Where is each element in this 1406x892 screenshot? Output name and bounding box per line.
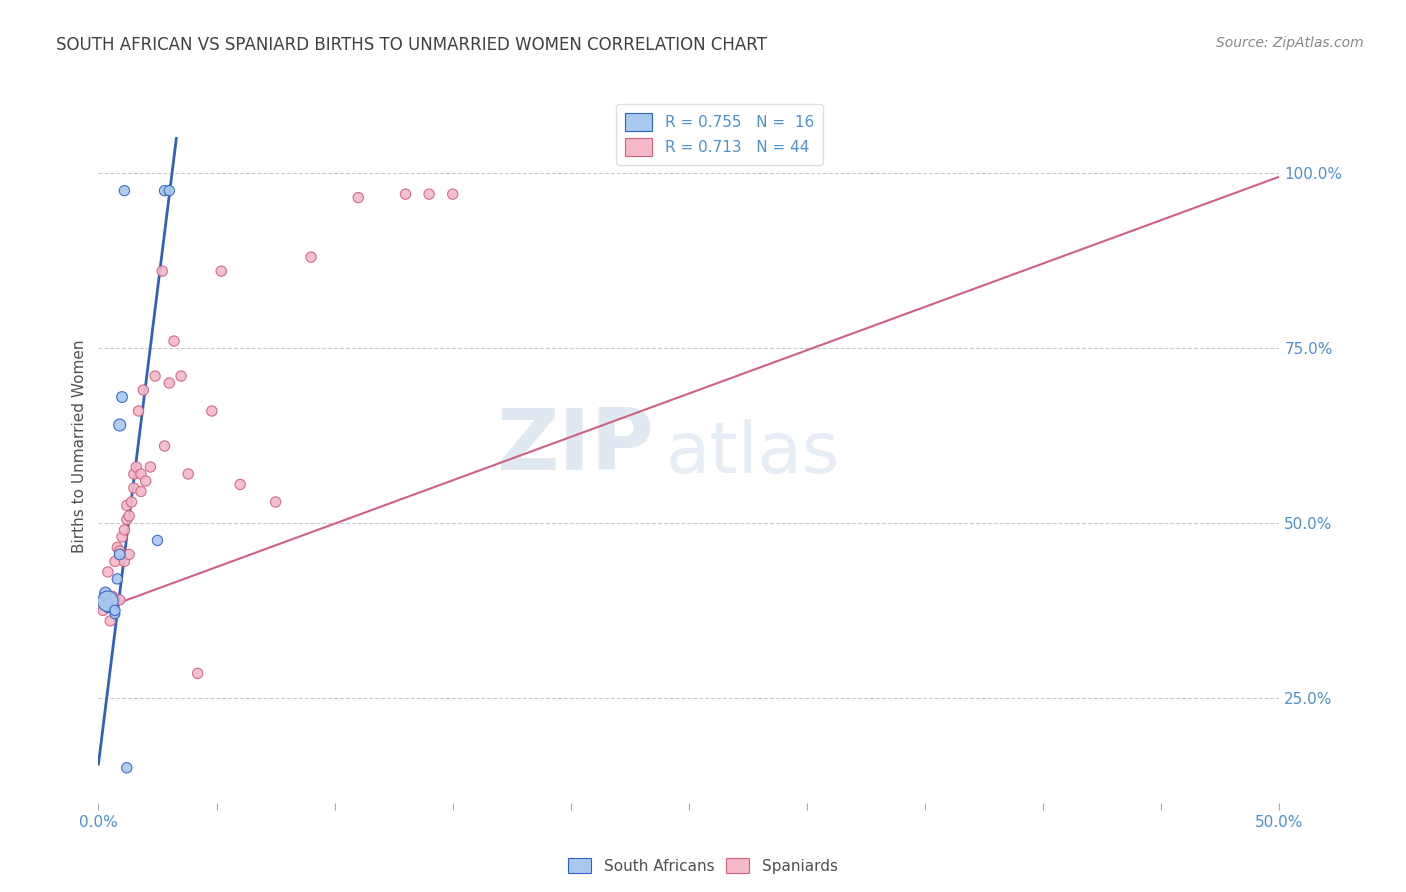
Point [104,554,127,568]
Point [143,369,166,384]
Point [299,250,322,264]
Point [101,590,124,604]
Point [177,467,200,481]
Point [108,544,131,558]
Point [118,508,141,523]
Point [97,596,120,610]
Point [108,548,131,562]
Point [122,481,145,495]
Text: Source: ZipAtlas.com: Source: ZipAtlas.com [1216,36,1364,50]
Point [201,404,224,418]
Point [94,590,117,604]
Point [129,467,152,481]
Point [91,603,114,617]
Point [105,572,128,586]
Point [112,184,135,198]
Text: ZIP: ZIP [496,404,654,488]
Point [94,586,117,600]
Point [157,376,180,390]
Point [98,614,121,628]
Point [163,334,186,348]
Point [111,390,134,404]
Point [105,541,128,555]
Y-axis label: Births to Unmarried Women: Births to Unmarried Women [72,339,87,553]
Point [108,593,131,607]
Point [112,554,135,568]
Point [104,603,127,617]
Point [97,565,120,579]
Point [112,523,135,537]
Point [128,404,150,418]
Point [187,666,209,681]
Point [347,191,370,205]
Point [157,184,180,198]
Point [111,530,134,544]
Legend: South Africans, Spaniards: South Africans, Spaniards [562,852,844,880]
Point [121,495,143,509]
Text: atlas: atlas [665,418,839,488]
Point [394,187,416,202]
Point [150,264,173,278]
Point [97,601,120,615]
Point [115,512,138,526]
Point [170,369,193,384]
Legend: R = 0.755   N =  16, R = 0.713   N = 44: R = 0.755 N = 16, R = 0.713 N = 44 [616,104,823,165]
Point [229,477,252,491]
Point [139,460,162,475]
Point [209,264,232,278]
Point [418,187,440,202]
Point [125,460,148,475]
Point [146,533,169,548]
Point [94,596,117,610]
Point [118,548,141,562]
Point [153,439,176,453]
Point [153,184,176,198]
Point [115,761,138,775]
Point [129,484,152,499]
Point [264,495,287,509]
Point [115,499,138,513]
Point [132,383,155,397]
Point [97,594,120,608]
Point [135,474,157,488]
Text: SOUTH AFRICAN VS SPANIARD BIRTHS TO UNMARRIED WOMEN CORRELATION CHART: SOUTH AFRICAN VS SPANIARD BIRTHS TO UNMA… [56,36,768,54]
Point [122,467,145,481]
Point [104,607,127,621]
Point [108,417,131,432]
Point [441,187,464,202]
Point [94,586,117,600]
